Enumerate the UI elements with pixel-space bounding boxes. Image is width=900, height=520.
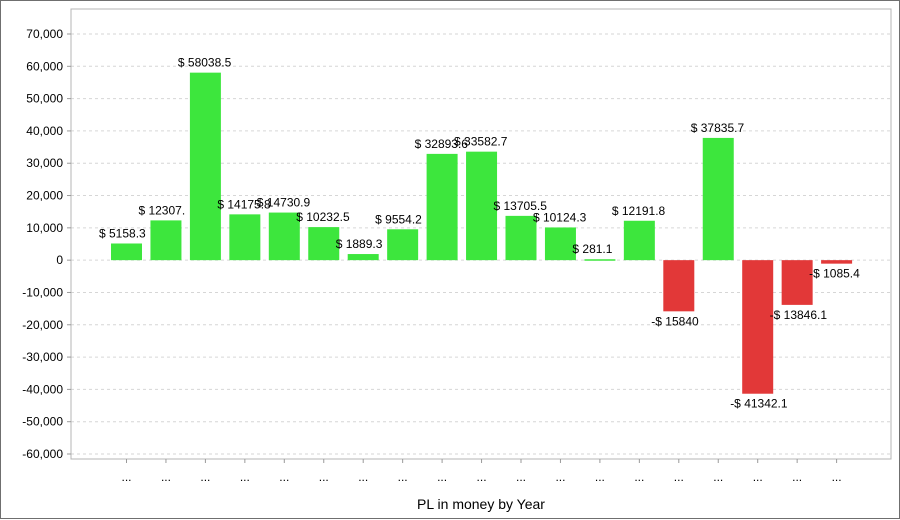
x-category-label: ... — [121, 470, 131, 484]
x-category-label: ... — [595, 470, 605, 484]
x-category-label: ... — [240, 470, 250, 484]
y-tick-label: 0 — [56, 253, 63, 267]
data-label: -$ 13846.1 — [770, 308, 828, 322]
data-label: $ 14730.9 — [257, 196, 311, 210]
bar — [544, 227, 576, 261]
bar — [308, 227, 340, 261]
x-category-label: ... — [319, 470, 329, 484]
y-tick-label: -40,000 — [22, 382, 63, 396]
y-tick-label: -30,000 — [22, 350, 63, 364]
bar — [111, 243, 142, 261]
y-tick-label: 20,000 — [26, 189, 63, 203]
data-label: -$ 15840 — [651, 314, 699, 328]
bar — [584, 259, 616, 261]
data-label: $ 13705.5 — [494, 199, 548, 213]
x-category-label: ... — [358, 470, 368, 484]
bar — [821, 260, 853, 264]
bar — [189, 72, 221, 261]
x-category-label: ... — [713, 470, 723, 484]
data-label: $ 37835.7 — [691, 121, 745, 135]
x-category-label: ... — [161, 470, 171, 484]
y-tick-label: -50,000 — [22, 415, 63, 429]
axes — [70, 8, 892, 460]
x-category-label: ... — [832, 470, 842, 484]
x-axis-title: PL in money by Year — [417, 496, 545, 512]
x-category-label: ... — [674, 470, 684, 484]
bar — [426, 153, 458, 261]
plot-area — [70, 8, 892, 460]
data-label: -$ 1085.4 — [809, 267, 860, 281]
bar — [466, 151, 498, 261]
data-label: $ 14175.8 — [217, 197, 271, 211]
data-label: $ 32893.6 — [415, 137, 469, 151]
data-label: $ 12191.8 — [612, 204, 666, 218]
data-label: -$ 41342.1 — [730, 397, 788, 411]
x-category-label: ... — [792, 470, 802, 484]
y-axis-ticks: 70,000 60,000 50,000 40,000 30,000 20,000 10,0… — [22, 27, 71, 461]
x-category-label: ... — [200, 470, 210, 484]
bar — [702, 137, 734, 261]
bar — [781, 260, 813, 305]
data-label: $ 12307. — [138, 203, 185, 217]
data-label: $ 33582.7 — [454, 135, 508, 149]
data-label: $ 10232.5 — [296, 210, 350, 224]
y-tick-label: 30,000 — [26, 156, 63, 170]
data-label: $ 9554.2 — [375, 212, 422, 226]
bar — [347, 254, 379, 261]
y-tick-label: 40,000 — [26, 124, 63, 138]
bar — [229, 214, 261, 261]
x-category-label: ... — [753, 470, 763, 484]
x-category-label: ... — [398, 470, 408, 484]
x-category-label: ... — [279, 470, 289, 484]
bar — [387, 229, 419, 261]
x-category-label: ... — [555, 470, 565, 484]
x-category-label: ... — [516, 470, 526, 484]
y-tick-label: 50,000 — [26, 92, 63, 106]
y-tick-label: 70,000 — [26, 27, 63, 41]
data-label: $ 1889.3 — [336, 237, 383, 251]
bar — [663, 260, 695, 312]
x-category-label: ... — [634, 470, 644, 484]
y-tick-label: -60,000 — [22, 447, 63, 461]
data-label: $ 58038.5 — [178, 56, 232, 70]
bars — [111, 72, 853, 394]
data-label: $ 281.1 — [572, 242, 612, 256]
x-axis-categories: ........................................… — [121, 459, 842, 484]
y-tick-label: -10,000 — [22, 285, 63, 299]
y-tick-label: 60,000 — [26, 59, 63, 73]
y-tick-label: -20,000 — [22, 318, 63, 332]
x-category-label: ... — [437, 470, 447, 484]
x-category-label: ... — [477, 470, 487, 484]
bar — [268, 212, 300, 261]
bar — [150, 220, 182, 261]
bar — [623, 220, 655, 261]
bar — [742, 260, 774, 394]
data-label: $ 5158.3 — [99, 226, 146, 240]
data-labels: $ 5158.3 $ 12307. $ 58038.5 $ 14175.8$ 1473… — [99, 56, 860, 411]
bar — [505, 215, 537, 261]
data-label: $ 10124.3 — [533, 210, 587, 224]
y-tick-label: 10,000 — [26, 221, 63, 235]
